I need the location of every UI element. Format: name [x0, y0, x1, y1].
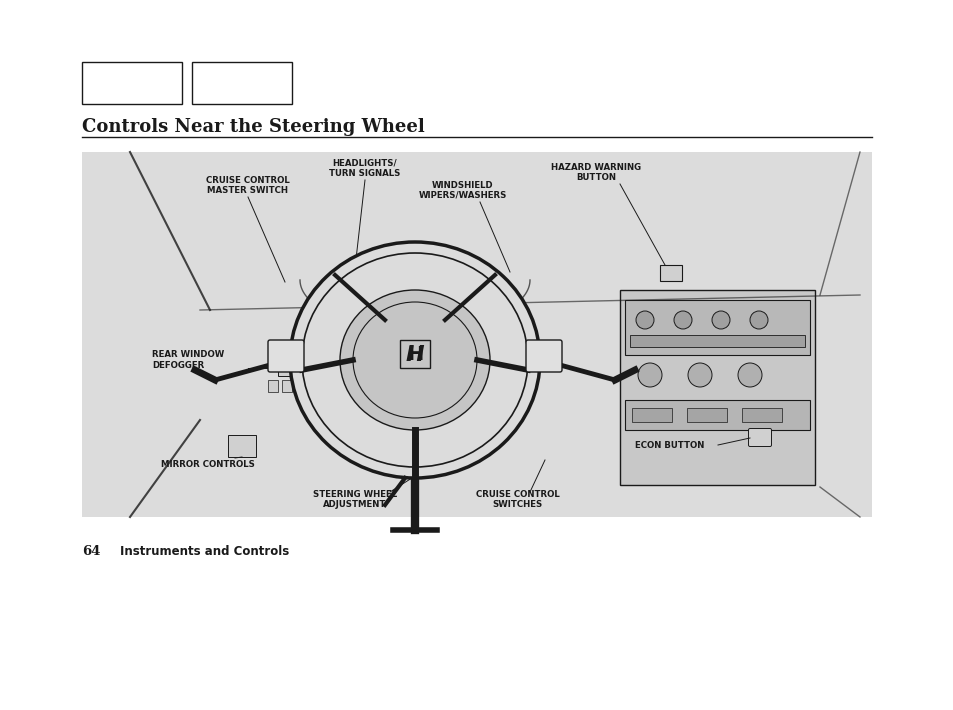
Text: CRUISE CONTROL
MASTER SWITCH: CRUISE CONTROL MASTER SWITCH	[206, 175, 290, 195]
Bar	[741, 408, 781, 422]
Text: HAZARD WARNING
BUTTON: HAZARD WARNING BUTTON	[551, 163, 640, 182]
Bar	[619, 290, 814, 485]
Ellipse shape	[339, 290, 490, 430]
Bar	[82, 152, 871, 517]
Circle shape	[636, 311, 654, 329]
Text: STEERING WHEEL
ADJUSTMENT: STEERING WHEEL ADJUSTMENT	[313, 490, 396, 509]
Text: WINDSHIELD
WIPERS/WASHERS: WINDSHIELD WIPERS/WASHERS	[418, 180, 507, 200]
Text: MIRROR CONTROLS: MIRROR CONTROLS	[161, 460, 254, 469]
Text: ♥: ♥	[411, 440, 418, 449]
Circle shape	[673, 311, 691, 329]
Circle shape	[749, 311, 767, 329]
Bar	[282, 380, 292, 392]
Bar	[629, 335, 804, 347]
Bar	[228, 435, 255, 457]
Bar	[686, 408, 726, 422]
FancyBboxPatch shape	[748, 429, 771, 447]
Bar	[624, 400, 809, 430]
Bar	[192, 62, 292, 104]
Bar	[631, 408, 671, 422]
Text: H: H	[406, 344, 423, 364]
Text: Controls Near the Steering Wheel: Controls Near the Steering Wheel	[82, 118, 424, 136]
Text: ECON BUTTON: ECON BUTTON	[635, 440, 704, 449]
Circle shape	[738, 363, 761, 387]
Bar	[659, 265, 681, 281]
Text: CRUISE CONTROL
SWITCHES: CRUISE CONTROL SWITCHES	[476, 490, 559, 509]
Bar	[82, 62, 182, 104]
Bar	[268, 380, 277, 392]
FancyBboxPatch shape	[268, 340, 304, 372]
Text: REAR WINDOW
DEFOGGER: REAR WINDOW DEFOGGER	[152, 350, 224, 370]
Ellipse shape	[290, 242, 539, 478]
Circle shape	[687, 363, 711, 387]
FancyBboxPatch shape	[525, 340, 561, 372]
Circle shape	[638, 363, 661, 387]
Text: Instruments and Controls: Instruments and Controls	[120, 545, 289, 558]
Text: HEADLIGHTS/
TURN SIGNALS: HEADLIGHTS/ TURN SIGNALS	[329, 158, 400, 178]
Text: H: H	[405, 345, 424, 365]
Bar	[624, 300, 809, 355]
Bar	[399, 340, 430, 368]
Text: HORN: HORN	[398, 460, 427, 469]
Text: 64: 64	[82, 545, 100, 558]
Bar	[277, 360, 299, 376]
Circle shape	[711, 311, 729, 329]
